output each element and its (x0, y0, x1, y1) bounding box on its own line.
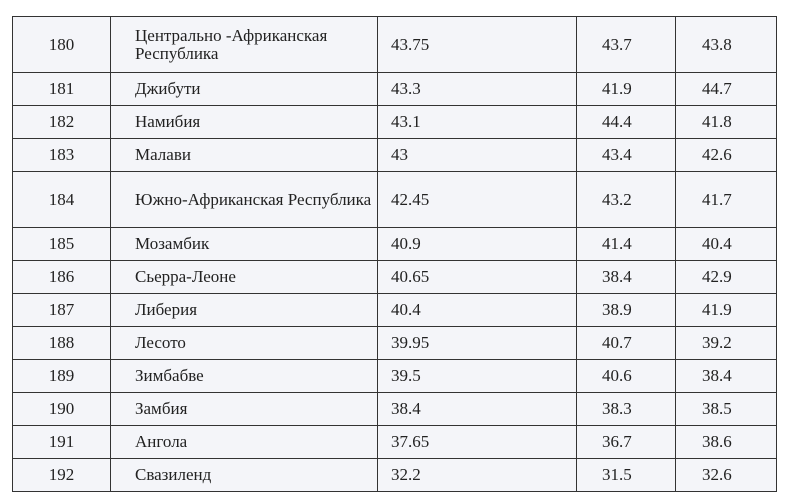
table-row: 180 Центрально -Африканская Республика 43.… (12, 16, 777, 73)
country-cell: Либерия (110, 293, 378, 327)
country-cell: Замбия (110, 392, 378, 426)
country-cell: Центрально -Африканская Республика (110, 16, 378, 73)
value-1-cell: 43.7 (576, 16, 676, 73)
average-cell: 40.65 (377, 260, 577, 294)
value-2-cell: 38.6 (675, 425, 777, 459)
value-1-cell: 40.6 (576, 359, 676, 393)
rank-cell: 190 (12, 392, 111, 426)
rank-cell: 186 (12, 260, 111, 294)
country-cell: Лесото (110, 326, 378, 360)
rank-cell: 192 (12, 458, 111, 492)
value-2-cell: 43.8 (675, 16, 777, 73)
table-row: 182 Намибия 43.1 44.4 41.8 (12, 105, 777, 139)
value-1-cell: 38.4 (576, 260, 676, 294)
value-2-cell: 41.9 (675, 293, 777, 327)
country-cell: Свазиленд (110, 458, 378, 492)
average-cell: 40.9 (377, 227, 577, 261)
average-cell: 37.65 (377, 425, 577, 459)
average-cell: 43.75 (377, 16, 577, 73)
rank-cell: 180 (12, 16, 111, 73)
rank-cell: 188 (12, 326, 111, 360)
country-cell: Сьерра-Леоне (110, 260, 378, 294)
table-row: 190 Замбия 38.4 38.3 38.5 (12, 392, 777, 426)
average-cell: 38.4 (377, 392, 577, 426)
value-1-cell: 43.2 (576, 171, 676, 228)
value-2-cell: 42.9 (675, 260, 777, 294)
country-cell: Ангола (110, 425, 378, 459)
value-1-cell: 36.7 (576, 425, 676, 459)
average-cell: 40.4 (377, 293, 577, 327)
table-row: 184 Южно-Африканская Республика 42.45 43.2 4… (12, 171, 777, 228)
table-row: 187 Либерия 40.4 38.9 41.9 (12, 293, 777, 327)
value-1-cell: 31.5 (576, 458, 676, 492)
value-2-cell: 41.7 (675, 171, 777, 228)
country-cell: Мозамбик (110, 227, 378, 261)
table-row: 183 Малави 43 43.4 42.6 (12, 138, 777, 172)
value-1-cell: 41.4 (576, 227, 676, 261)
value-1-cell: 38.9 (576, 293, 676, 327)
value-1-cell: 43.4 (576, 138, 676, 172)
country-cell: Джибути (110, 72, 378, 106)
rank-cell: 191 (12, 425, 111, 459)
country-cell: Намибия (110, 105, 378, 139)
average-cell: 39.5 (377, 359, 577, 393)
rank-cell: 182 (12, 105, 111, 139)
value-1-cell: 41.9 (576, 72, 676, 106)
value-2-cell: 39.2 (675, 326, 777, 360)
value-2-cell: 38.4 (675, 359, 777, 393)
table-row: 191 Ангола 37.65 36.7 38.6 (12, 425, 777, 459)
table-row: 185 Мозамбик 40.9 41.4 40.4 (12, 227, 777, 261)
average-cell: 32.2 (377, 458, 577, 492)
table-row: 192 Свазиленд 32.2 31.5 32.6 (12, 458, 777, 492)
rank-cell: 183 (12, 138, 111, 172)
country-cell: Южно-Африканская Республика (110, 171, 378, 228)
value-1-cell: 38.3 (576, 392, 676, 426)
rank-cell: 189 (12, 359, 111, 393)
life-expectancy-table: 180 Центрально -Африканская Республика 43.… (12, 16, 777, 492)
value-1-cell: 44.4 (576, 105, 676, 139)
rank-cell: 185 (12, 227, 111, 261)
value-2-cell: 42.6 (675, 138, 777, 172)
average-cell: 39.95 (377, 326, 577, 360)
value-2-cell: 41.8 (675, 105, 777, 139)
average-cell: 43.3 (377, 72, 577, 106)
rank-cell: 184 (12, 171, 111, 228)
table-row: 186 Сьерра-Леоне 40.65 38.4 42.9 (12, 260, 777, 294)
table-row: 189 Зимбабве 39.5 40.6 38.4 (12, 359, 777, 393)
average-cell: 42.45 (377, 171, 577, 228)
average-cell: 43 (377, 138, 577, 172)
value-2-cell: 44.7 (675, 72, 777, 106)
table-body: 180 Центрально -Африканская Республика 43.… (12, 16, 777, 492)
rank-cell: 187 (12, 293, 111, 327)
country-cell: Зимбабве (110, 359, 378, 393)
value-2-cell: 38.5 (675, 392, 777, 426)
table-row: 188 Лесото 39.95 40.7 39.2 (12, 326, 777, 360)
country-cell: Малави (110, 138, 378, 172)
rank-cell: 181 (12, 72, 111, 106)
average-cell: 43.1 (377, 105, 577, 139)
value-2-cell: 32.6 (675, 458, 777, 492)
value-1-cell: 40.7 (576, 326, 676, 360)
value-2-cell: 40.4 (675, 227, 777, 261)
table-row: 181 Джибути 43.3 41.9 44.7 (12, 72, 777, 106)
